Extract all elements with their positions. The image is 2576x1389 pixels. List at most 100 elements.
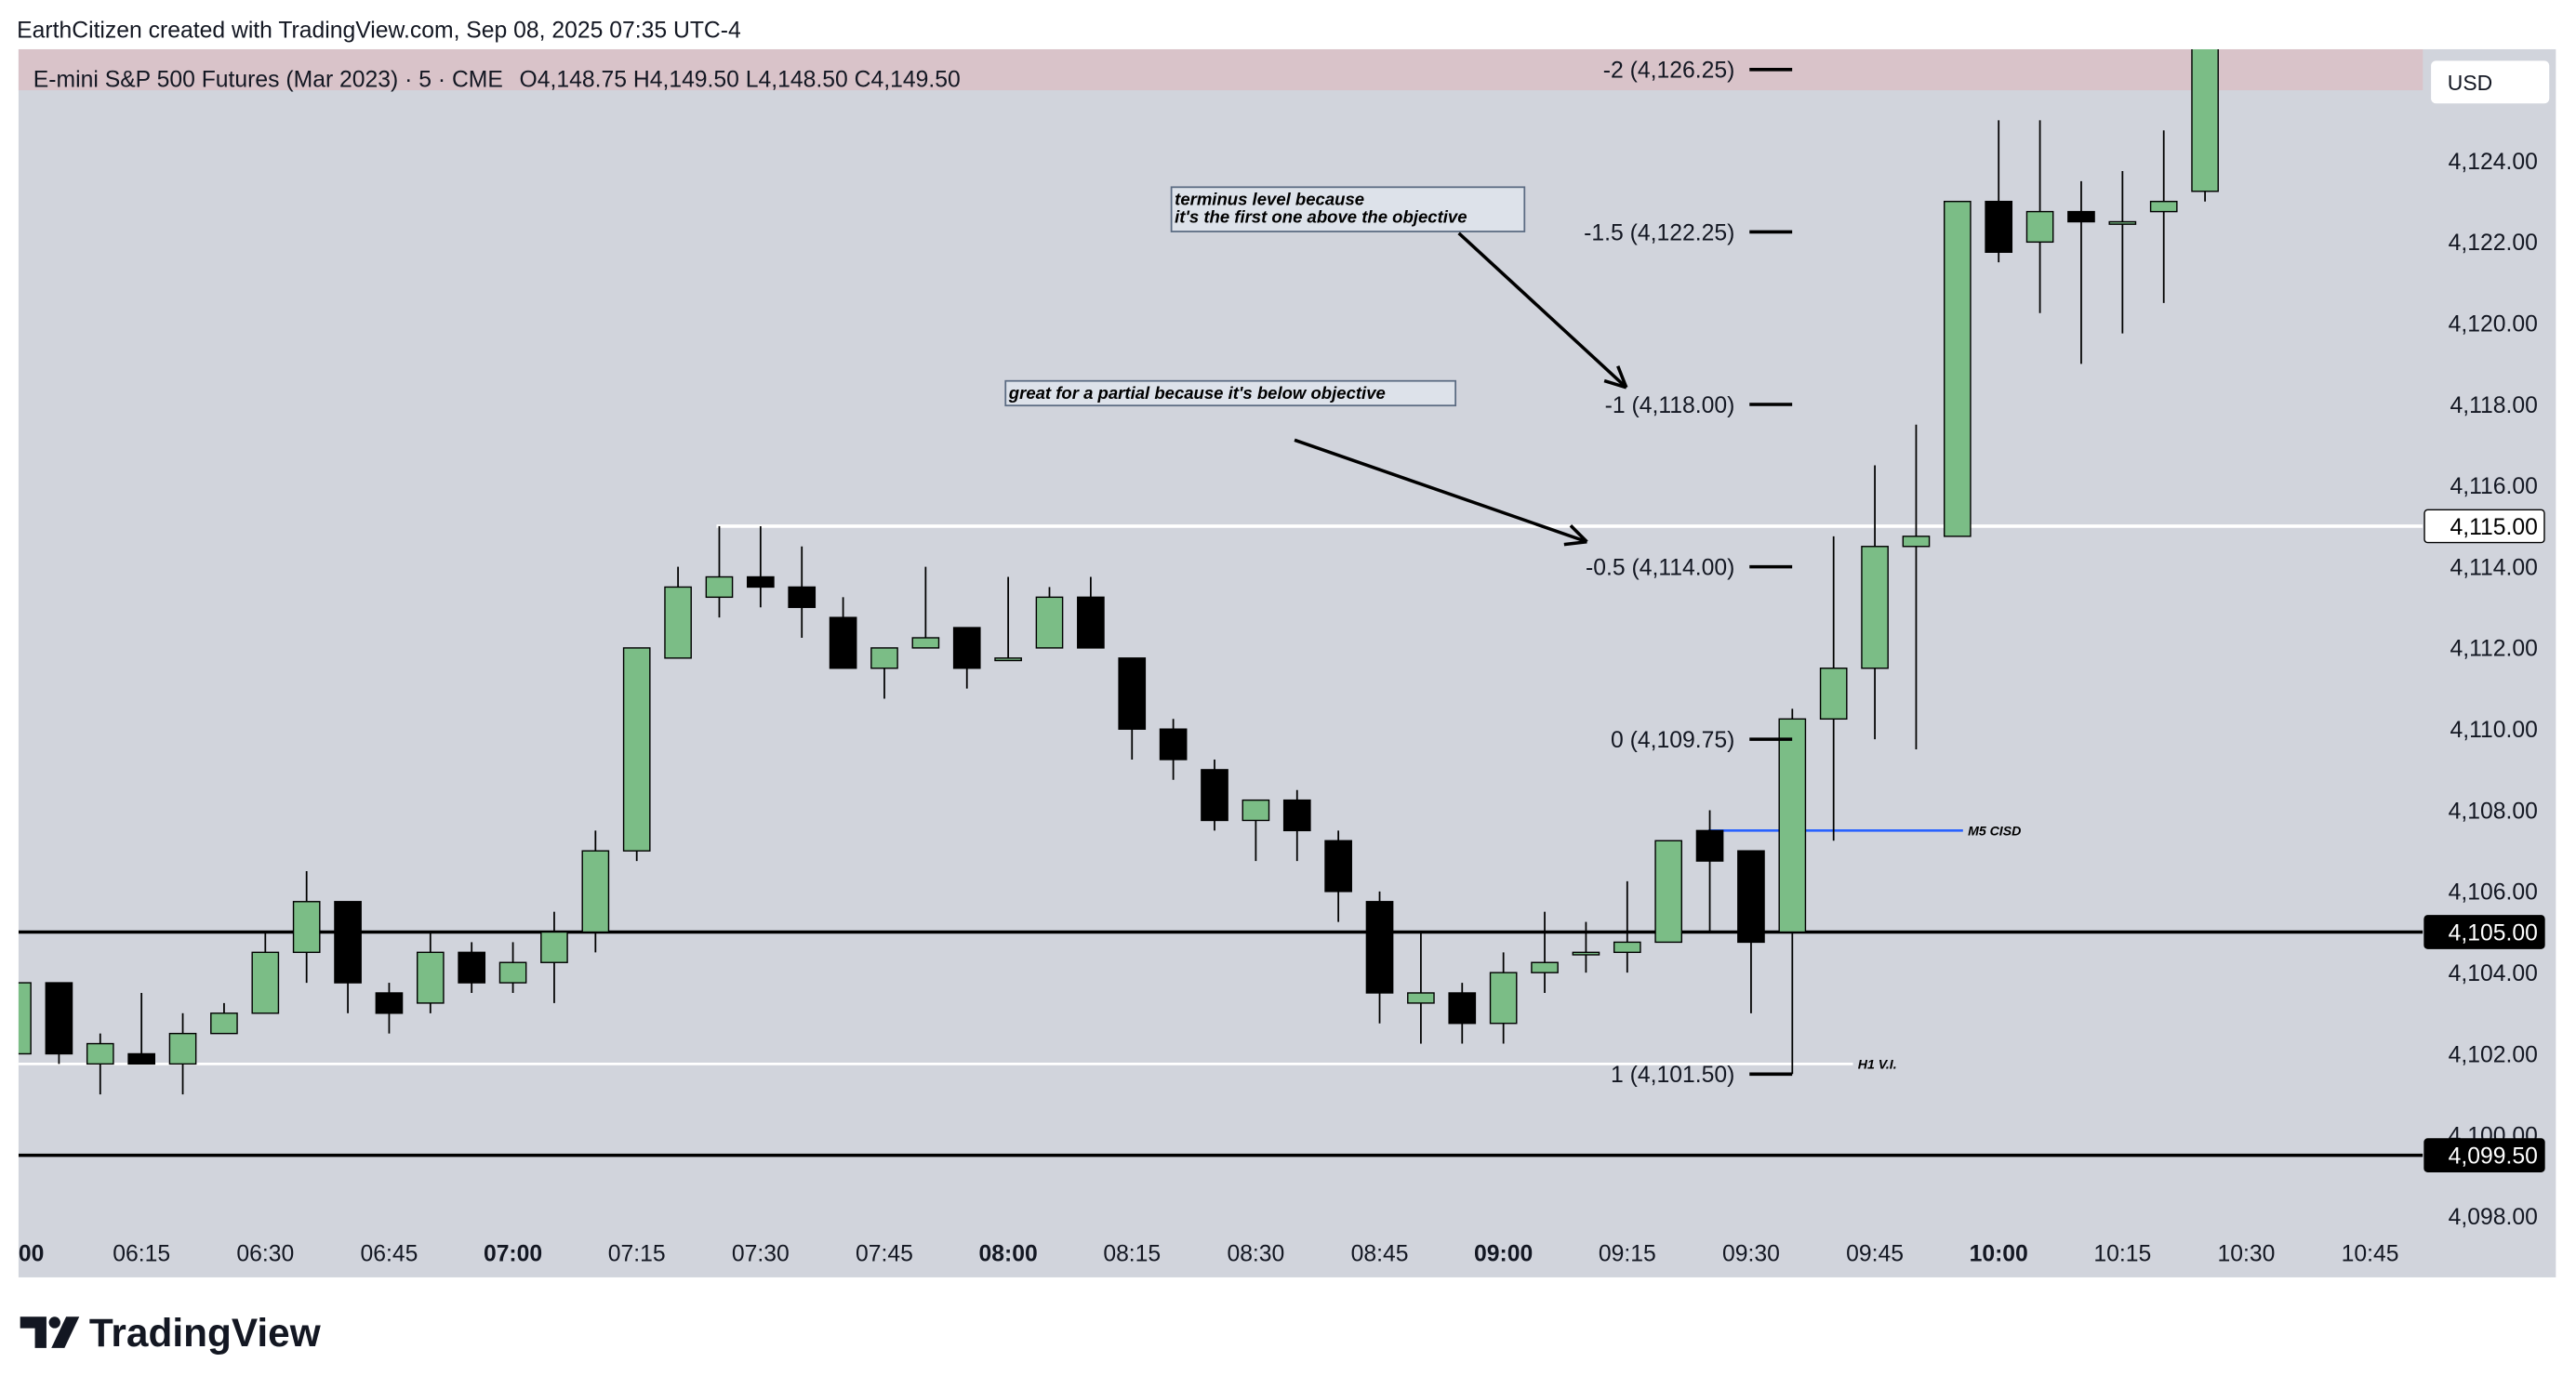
annotation-text: it's the first one above the objective bbox=[1175, 206, 1467, 226]
x-tick-label: 10:15 bbox=[2093, 1241, 2151, 1266]
price-axis: 4,098.004,100.004,102.004,104.004,106.00… bbox=[2423, 150, 2545, 1230]
candle-body bbox=[1365, 901, 1394, 994]
annotation-arrow bbox=[1294, 438, 1587, 544]
y-tick-label: 4,114.00 bbox=[2450, 555, 2538, 580]
fib-label: -0.5 (4,114.00) bbox=[1586, 555, 1734, 580]
x-tick-label: 06:30 bbox=[236, 1241, 294, 1266]
marker-label: M5 CISD bbox=[1968, 824, 2021, 839]
candle-body bbox=[747, 575, 775, 589]
chart-area bbox=[18, 48, 2556, 1277]
candle-body bbox=[334, 901, 362, 984]
annotation-box bbox=[1170, 186, 1526, 232]
candle-body bbox=[1242, 799, 1270, 822]
currency-label[interactable]: USD bbox=[2448, 71, 2492, 95]
x-tick-label: 07:15 bbox=[608, 1241, 666, 1266]
fib-label: -2 (4,126.25) bbox=[1603, 59, 1735, 84]
annotation-text: terminus level because bbox=[1175, 190, 1364, 209]
candle-body bbox=[168, 1032, 197, 1065]
candle-body bbox=[1282, 799, 1311, 832]
y-tick-label: 4,108.00 bbox=[2449, 799, 2538, 824]
x-tick-label: 07:00 bbox=[484, 1241, 542, 1266]
candle-body bbox=[1861, 546, 1889, 669]
candle-body bbox=[210, 1012, 238, 1035]
y-tick-label: 4,124.00 bbox=[2449, 150, 2538, 175]
x-tick-label: 00 bbox=[19, 1241, 44, 1266]
level-price-box bbox=[2423, 915, 2545, 949]
x-tick-label: 09:45 bbox=[1846, 1241, 1904, 1266]
annotation-text: great for a partial because it's below o… bbox=[1008, 383, 1386, 403]
y-tick-label: 4,102.00 bbox=[2449, 1042, 2538, 1067]
candle-body bbox=[664, 586, 692, 659]
y-tick-label: 4,116.00 bbox=[2450, 474, 2538, 499]
annotation-box bbox=[1004, 379, 1457, 407]
candle-body bbox=[251, 951, 280, 1014]
x-tick-label: 10:30 bbox=[2218, 1241, 2276, 1266]
candle-body bbox=[911, 637, 940, 649]
candle-body bbox=[952, 627, 981, 669]
candle-body bbox=[1943, 200, 1972, 537]
candle-body bbox=[86, 1042, 114, 1065]
candle-body bbox=[458, 951, 486, 984]
logo-mark bbox=[51, 1316, 80, 1348]
candle-body bbox=[127, 1052, 156, 1065]
x-tick-label: 09:00 bbox=[1474, 1241, 1533, 1266]
annotation-arrowhead bbox=[1569, 524, 1588, 544]
annotation-arrowhead bbox=[1563, 540, 1587, 547]
highlight-band bbox=[18, 48, 2423, 91]
x-tick-label: 08:45 bbox=[1351, 1241, 1409, 1266]
candle-body bbox=[2108, 220, 2137, 225]
annotation-arrowhead bbox=[1616, 365, 1628, 389]
candle-body bbox=[292, 901, 321, 954]
candle-body bbox=[540, 931, 568, 963]
candle-body bbox=[994, 657, 1022, 662]
fib-label: -1.5 (4,122.25) bbox=[1584, 220, 1734, 245]
currency-button[interactable] bbox=[2431, 60, 2550, 104]
candle-body bbox=[2149, 200, 2178, 213]
candle-body bbox=[1531, 961, 1559, 973]
overlay: 00 06:15 06:30 06:45 07:00 07:15 07:30 07:45 08:… bbox=[19, 59, 2399, 1267]
level-price-label: 4,099.50 bbox=[2449, 1144, 2538, 1169]
candle-body bbox=[1695, 829, 1724, 862]
candle-body bbox=[2025, 210, 2054, 244]
candle-body bbox=[2191, 48, 2219, 192]
candle-body bbox=[1572, 951, 1600, 956]
brand-logo: TradingView bbox=[20, 1311, 322, 1355]
logo-mark bbox=[48, 1316, 60, 1329]
candle-body bbox=[18, 982, 32, 1055]
candle-body bbox=[1613, 941, 1641, 954]
level-price-box bbox=[2423, 1138, 2545, 1172]
candle-body bbox=[1407, 992, 1435, 1004]
candle-body bbox=[1448, 992, 1477, 1025]
candle-body bbox=[2067, 210, 2095, 223]
candle-body bbox=[1902, 536, 1931, 548]
candle-body bbox=[705, 575, 734, 599]
y-tick-label: 4,098.00 bbox=[2449, 1205, 2538, 1230]
x-tick-label: 09:15 bbox=[1599, 1241, 1656, 1266]
candle-body bbox=[1654, 840, 1683, 944]
candle-body bbox=[1324, 840, 1352, 893]
fib-label: 1 (4,101.50) bbox=[1611, 1063, 1734, 1088]
symbol-info: E-mini S&P 500 Futures (Mar 2023) · 5 · … bbox=[33, 68, 961, 93]
marker-label: H1 V.I. bbox=[1858, 1057, 1897, 1072]
candle-body bbox=[788, 586, 817, 608]
candle-body bbox=[1985, 200, 2013, 253]
logo-mark bbox=[20, 1316, 46, 1348]
annotation-arrow bbox=[1457, 232, 1627, 390]
brand-name: TradingView bbox=[89, 1311, 322, 1355]
symbol-title: E-mini S&P 500 Futures (Mar 2023) · 5 · … bbox=[33, 68, 503, 93]
x-tick-label: 09:30 bbox=[1722, 1241, 1780, 1266]
candle-body bbox=[375, 992, 404, 1014]
candle-body bbox=[829, 616, 857, 669]
x-tick-label: 10:00 bbox=[1970, 1241, 2028, 1266]
candle-body bbox=[1077, 596, 1105, 649]
y-tick-label: 4,118.00 bbox=[2450, 393, 2538, 418]
credit: EarthCitizen created with TradingView.co… bbox=[17, 19, 741, 44]
x-tick-label: 08:00 bbox=[978, 1241, 1037, 1266]
y-tick-label: 4,106.00 bbox=[2449, 880, 2538, 906]
level-price-box bbox=[2423, 509, 2545, 544]
candle-body bbox=[1737, 850, 1765, 944]
x-tick-label: 06:15 bbox=[113, 1241, 170, 1266]
candle-body bbox=[1159, 728, 1188, 761]
